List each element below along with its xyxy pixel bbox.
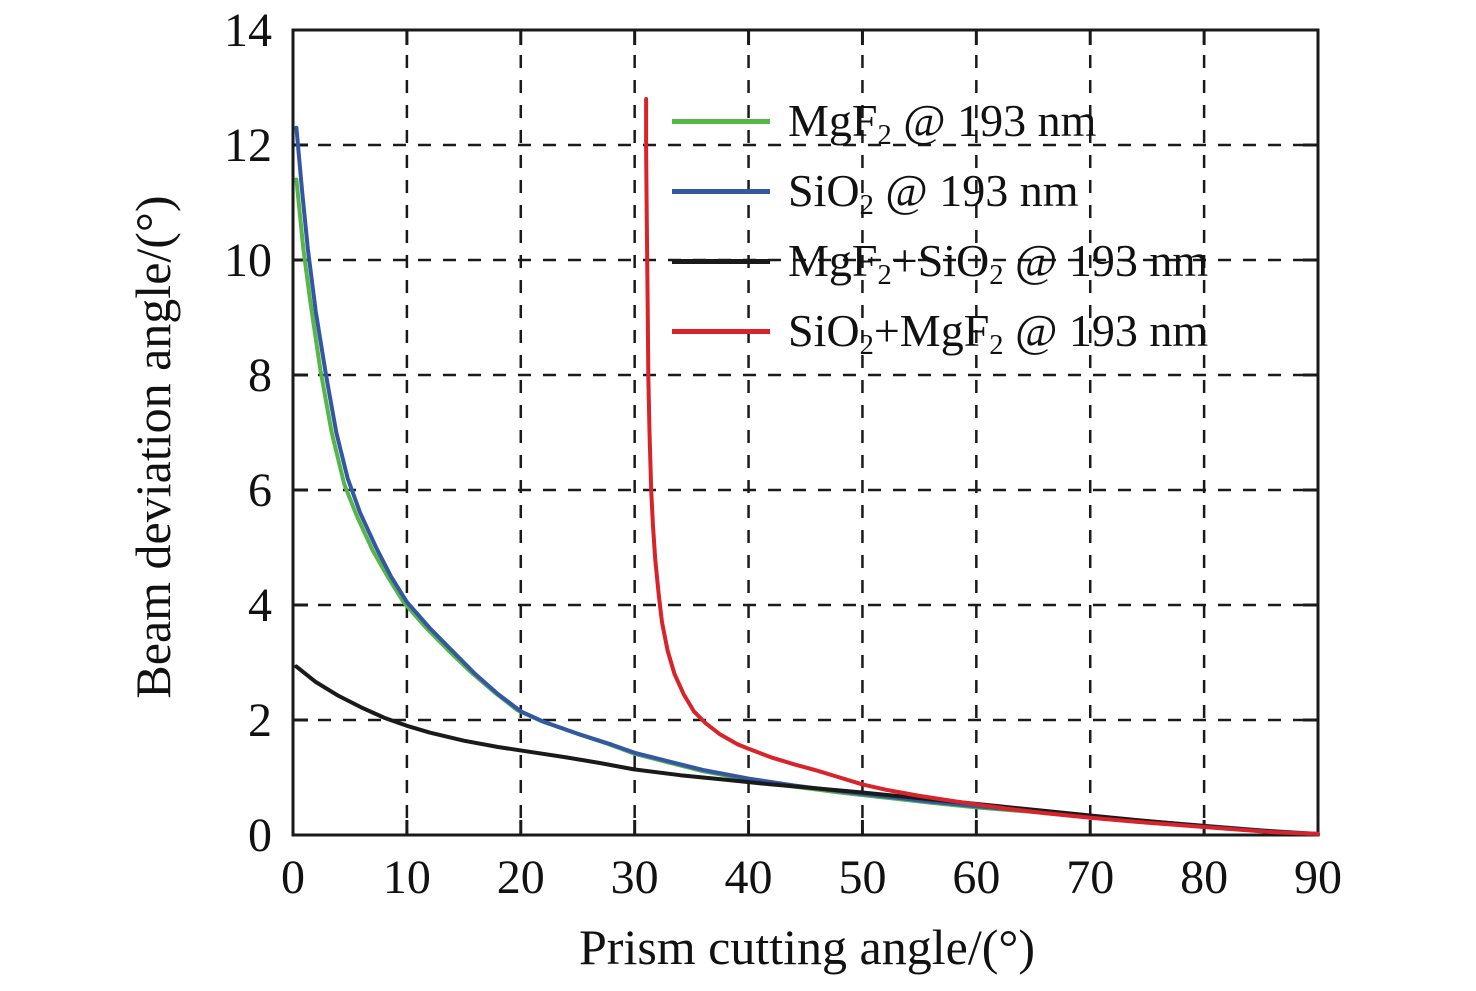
y-tick-label: 10 [224, 234, 272, 287]
x-axis-title: Prism cutting angle/(°) [578, 919, 1036, 975]
y-tick-label: 14 [224, 4, 272, 57]
x-tick-label: 0 [281, 851, 305, 904]
y-tick-label: 6 [248, 464, 272, 517]
y-tick-label: 0 [248, 809, 272, 862]
y-tick-label: 8 [248, 349, 272, 402]
x-tick-label: 90 [1294, 851, 1342, 904]
y-tick-label: 4 [248, 579, 272, 632]
x-tick-label: 40 [725, 851, 773, 904]
x-tick-label: 20 [497, 851, 545, 904]
curve-mgf2-sio2 [294, 664, 1320, 837]
x-tick-label: 80 [1180, 851, 1228, 904]
x-tick-label: 70 [1066, 851, 1114, 904]
plot-border [291, 28, 1320, 837]
y-tick-label: 12 [224, 119, 272, 172]
y-tick-label: 2 [248, 694, 272, 747]
x-tick-label: 10 [383, 851, 431, 904]
curve-sio2-mgf2 [644, 97, 1320, 836]
x-tick-label: 60 [952, 851, 1000, 904]
x-tick-label: 30 [611, 851, 659, 904]
y-axis-title: Beam deviation angle/(°) [125, 195, 181, 699]
curve-sio2 [294, 125, 1320, 836]
x-tick-label: 50 [838, 851, 886, 904]
